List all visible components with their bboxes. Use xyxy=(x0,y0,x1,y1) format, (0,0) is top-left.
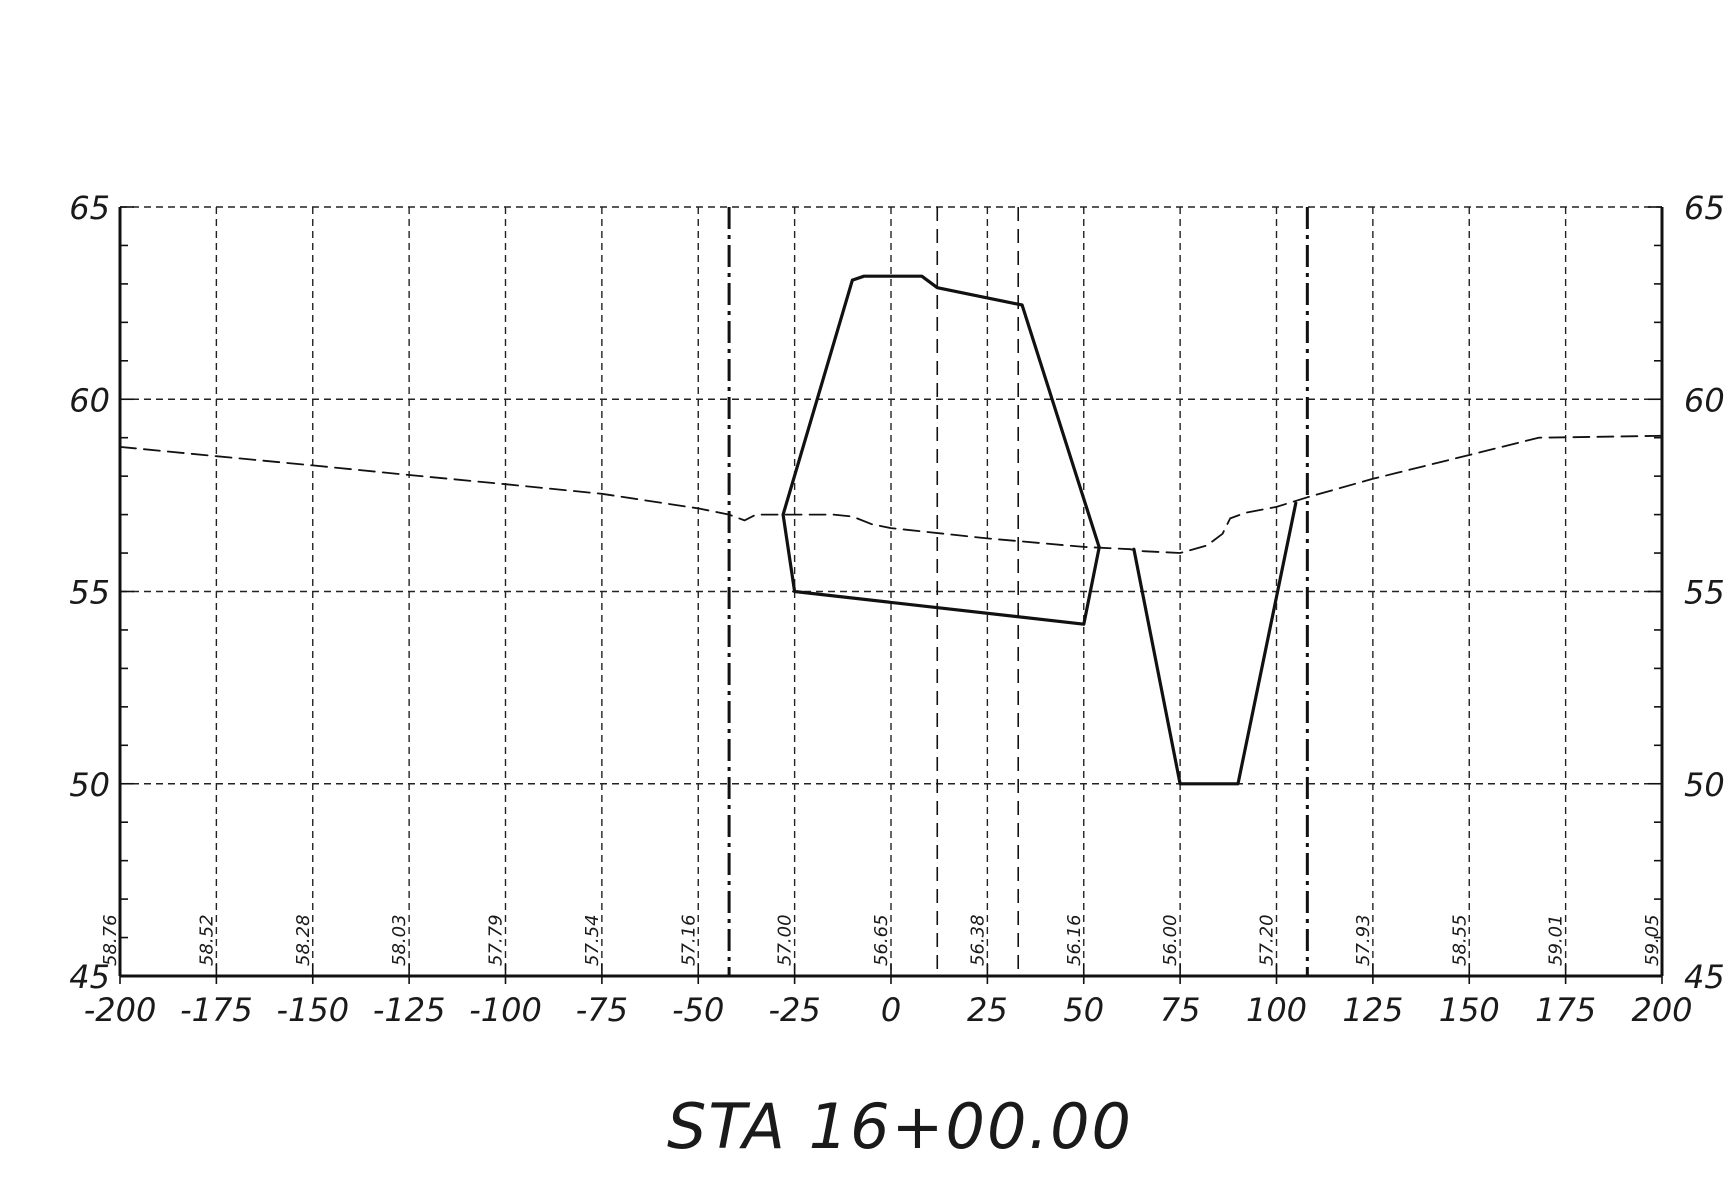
x-tick-label: 175 xyxy=(1535,991,1596,1029)
x-tick-label: -25 xyxy=(768,991,820,1029)
chart-title: STA 16+00.00 xyxy=(667,1090,1133,1163)
ground-elevation-label: 57.20 xyxy=(1257,914,1278,966)
ground-elevation-label: 59.01 xyxy=(1546,914,1567,966)
x-tick-label: -75 xyxy=(576,991,628,1029)
x-tick-label: 200 xyxy=(1631,991,1692,1029)
y-tick-label-left: 55 xyxy=(69,574,110,612)
series-line-0 xyxy=(119,434,1663,554)
y-tick-label-left: 65 xyxy=(69,189,110,227)
x-tick-label: 100 xyxy=(1246,991,1307,1029)
y-tick-label-left: 45 xyxy=(69,958,110,996)
x-tick-label: -150 xyxy=(276,991,349,1029)
x-tick-label: 75 xyxy=(1160,991,1201,1029)
x-tick-label: 25 xyxy=(967,991,1008,1029)
ground-elevation-label: 58.76 xyxy=(100,914,121,966)
labels-layer: 45 45 50 50 55 55 60 60 65 65 -200 -175 -150 -125 -100… xyxy=(69,189,1724,1029)
x-tick-label: 125 xyxy=(1342,991,1403,1029)
x-tick-label: -100 xyxy=(469,991,542,1029)
x-tick-label: -50 xyxy=(672,991,724,1029)
y-tick-label-right: 45 xyxy=(1684,958,1725,996)
series-line-1 xyxy=(781,274,1101,626)
y-tick-label-right: 55 xyxy=(1684,574,1725,612)
x-tick-label: -200 xyxy=(84,991,157,1029)
grid-layer xyxy=(120,206,1662,976)
y-tick-label-left: 60 xyxy=(69,381,110,419)
y-tick-label-right: 65 xyxy=(1684,189,1725,227)
ground-elevation-label: 58.28 xyxy=(293,914,314,966)
ground-elevation-label: 56.65 xyxy=(871,914,892,966)
ground-elevation-label: 58.03 xyxy=(389,914,410,966)
x-tick-label: -175 xyxy=(180,991,253,1029)
y-tick-label-right: 60 xyxy=(1684,381,1725,419)
ground-elevation-label: 57.16 xyxy=(678,914,699,966)
ground-elevation-label: 56.38 xyxy=(967,914,988,966)
ground-elevation-label: 57.00 xyxy=(775,914,796,966)
ground-elevation-label: 57.54 xyxy=(582,914,603,966)
x-tick-label: 150 xyxy=(1439,991,1500,1029)
axes-layer xyxy=(118,206,1664,984)
ground-elevation-label: 58.55 xyxy=(1449,914,1470,966)
x-tick-label: 50 xyxy=(1063,991,1104,1029)
ground-elevation-label: 57.79 xyxy=(486,914,507,966)
x-tick-label: 0 xyxy=(881,991,901,1029)
series-layer xyxy=(119,274,1663,786)
y-tick-label-right: 50 xyxy=(1684,766,1725,804)
ground-elevation-label: 56.16 xyxy=(1064,914,1085,966)
ground-elevation-label: 56.00 xyxy=(1160,914,1181,966)
ground-elevation-label: 58.52 xyxy=(196,914,217,966)
ground-elevation-label: 59.05 xyxy=(1642,914,1663,966)
ground-elevation-label: 57.93 xyxy=(1353,914,1374,966)
y-tick-label-left: 50 xyxy=(69,766,110,804)
series-line-2 xyxy=(1132,501,1298,786)
x-tick-label: -125 xyxy=(373,991,446,1029)
